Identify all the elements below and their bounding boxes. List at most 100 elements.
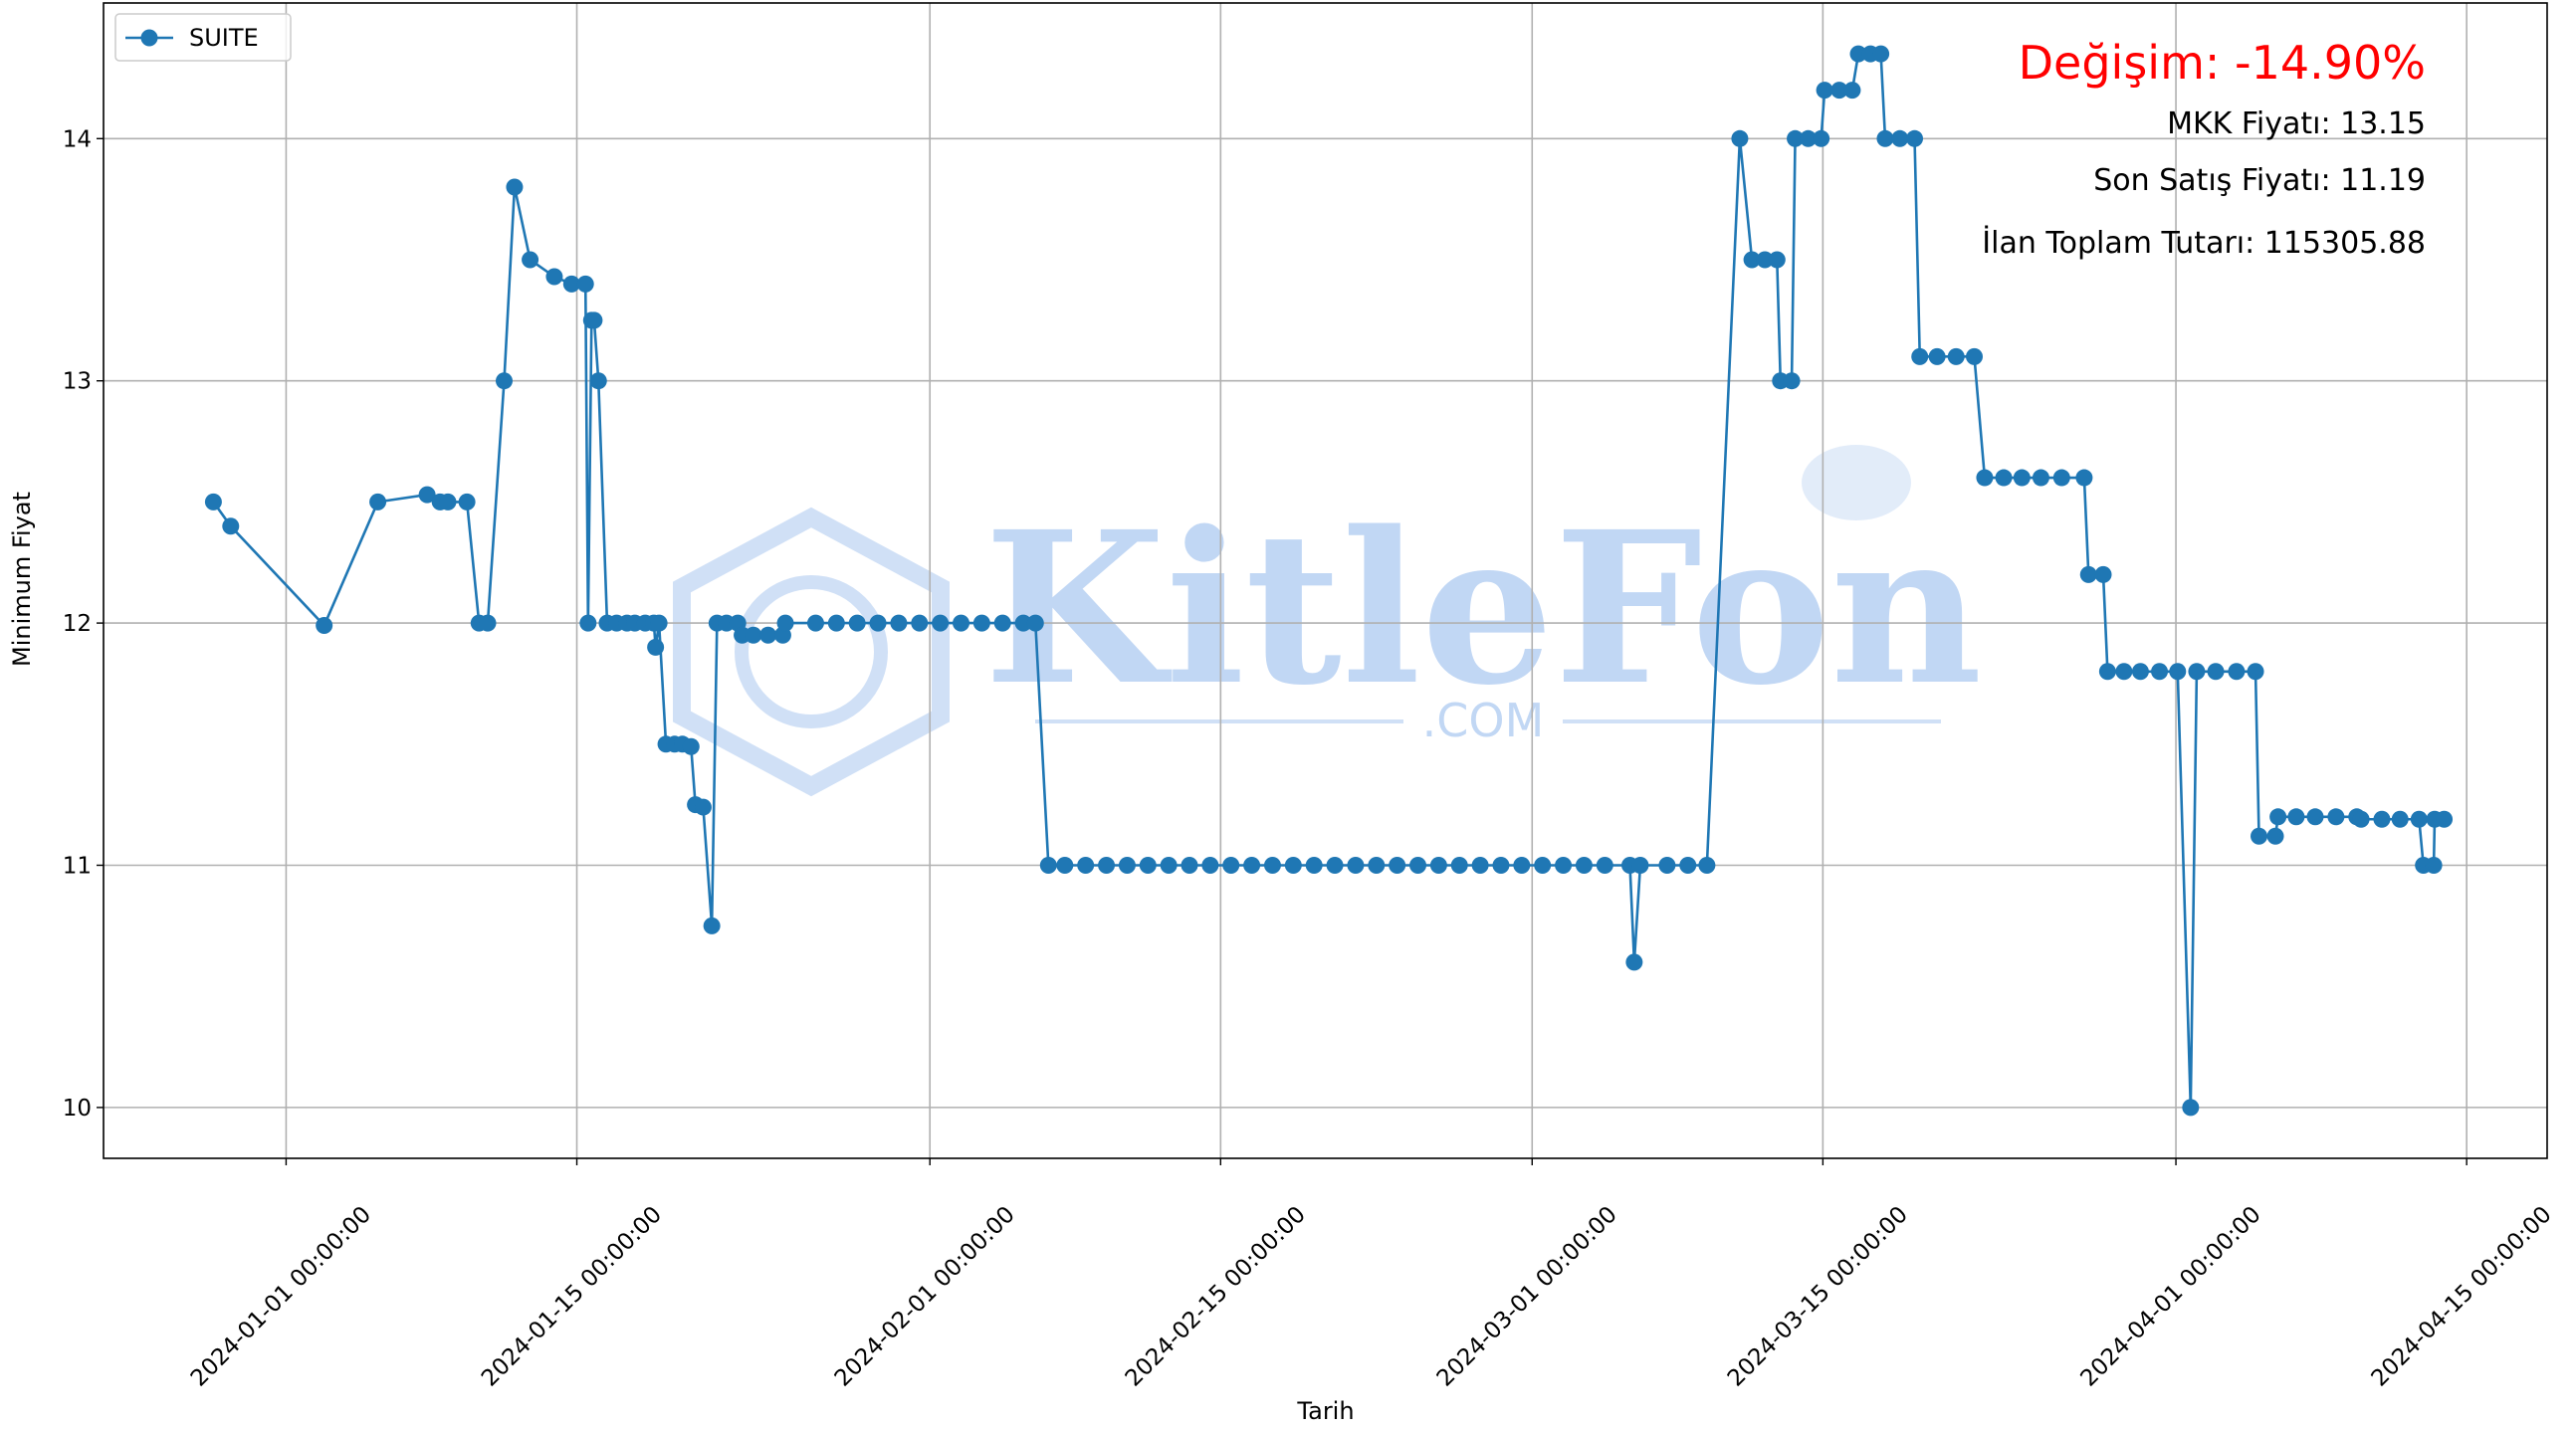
point [222, 517, 240, 535]
point [1830, 82, 1848, 100]
point [1056, 856, 1074, 874]
annotation: Değişim: -14.90% [2019, 36, 2426, 90]
annotation: İlan Toplam Tutarı: 115305.88 [1982, 225, 2426, 261]
point [1201, 856, 1219, 874]
point [1911, 347, 1929, 365]
point [2306, 808, 2324, 826]
x-tick-label: 2024-04-15 00:00:00 [2367, 1201, 2557, 1391]
watermark-logo [1802, 445, 1911, 520]
point [506, 178, 524, 196]
point [1906, 129, 1924, 147]
point [1284, 856, 1302, 874]
point [1347, 856, 1365, 874]
point [911, 614, 929, 632]
y-axis-label: Minimum Fiyat [8, 492, 36, 667]
point [1800, 129, 1818, 147]
point [2115, 663, 2133, 681]
point [2079, 565, 2097, 583]
point [953, 614, 970, 632]
point [1555, 856, 1573, 874]
x-tick-label: 2024-03-15 00:00:00 [1723, 1201, 1913, 1391]
point [2182, 1099, 2200, 1117]
point [890, 614, 908, 632]
point [2151, 663, 2169, 681]
point [2075, 469, 2093, 487]
y-tick-label: 13 [63, 369, 92, 395]
point [2094, 565, 2112, 583]
point [1026, 614, 1044, 632]
y-tick-label: 10 [63, 1096, 92, 1122]
point [1872, 45, 1890, 63]
point [2327, 808, 2345, 826]
annotation: Son Satış Fiyatı: 11.19 [2093, 163, 2426, 198]
point [2287, 808, 2305, 826]
point [1513, 856, 1531, 874]
point [776, 614, 794, 632]
point [745, 626, 762, 644]
point [2266, 827, 2284, 845]
point [972, 614, 990, 632]
point [1492, 856, 1510, 874]
point [993, 614, 1011, 632]
legend-box [114, 13, 292, 62]
point [1891, 129, 1909, 147]
point [1928, 347, 1946, 365]
point [806, 614, 824, 632]
point [2131, 663, 2149, 681]
point [682, 737, 700, 755]
legend-marker [140, 29, 158, 47]
point [2352, 810, 2370, 828]
point [647, 638, 665, 656]
point [439, 493, 457, 511]
point [1596, 856, 1613, 874]
y-tick-label: 11 [63, 853, 92, 879]
point [2373, 810, 2391, 828]
point [1222, 856, 1240, 874]
point [2425, 856, 2443, 874]
point [1768, 251, 1786, 269]
point [1263, 856, 1281, 874]
point [1787, 129, 1805, 147]
point [576, 275, 594, 293]
point [1305, 856, 1323, 874]
point [2251, 827, 2268, 845]
point [848, 614, 866, 632]
point [1039, 856, 1057, 874]
point [316, 617, 333, 635]
x-tick-label: 2024-02-01 00:00:00 [830, 1201, 1020, 1391]
point [1450, 856, 1468, 874]
point [2188, 663, 2206, 681]
point [1849, 45, 1867, 63]
legend-label: SUITE [189, 24, 259, 52]
point [2169, 663, 2187, 681]
point [694, 798, 712, 816]
x-tick-label: 2024-03-01 00:00:00 [1432, 1201, 1622, 1391]
point [1534, 856, 1552, 874]
point [589, 372, 607, 390]
point [1181, 856, 1198, 874]
point [418, 486, 436, 504]
x-tick-label: 2024-01-01 00:00:00 [186, 1201, 376, 1391]
point [2207, 663, 2225, 681]
x-tick-label: 2024-01-15 00:00:00 [477, 1201, 667, 1391]
point [1160, 856, 1178, 874]
point [1743, 251, 1761, 269]
point [496, 372, 514, 390]
point [1679, 856, 1697, 874]
point [2436, 810, 2454, 828]
point [1471, 856, 1489, 874]
point [1698, 856, 1716, 874]
point [759, 626, 777, 644]
point [2032, 469, 2049, 487]
point [1631, 856, 1649, 874]
watermark-text: KitleFon [983, 486, 1982, 731]
x-tick-label: 2024-04-01 00:00:00 [2076, 1201, 2266, 1391]
point [1368, 856, 1386, 874]
point [1756, 251, 1774, 269]
point [827, 614, 845, 632]
legend: SUITE [114, 13, 292, 62]
point [585, 311, 603, 329]
point [1966, 347, 1984, 365]
point [1843, 82, 1861, 100]
point [2098, 663, 2116, 681]
